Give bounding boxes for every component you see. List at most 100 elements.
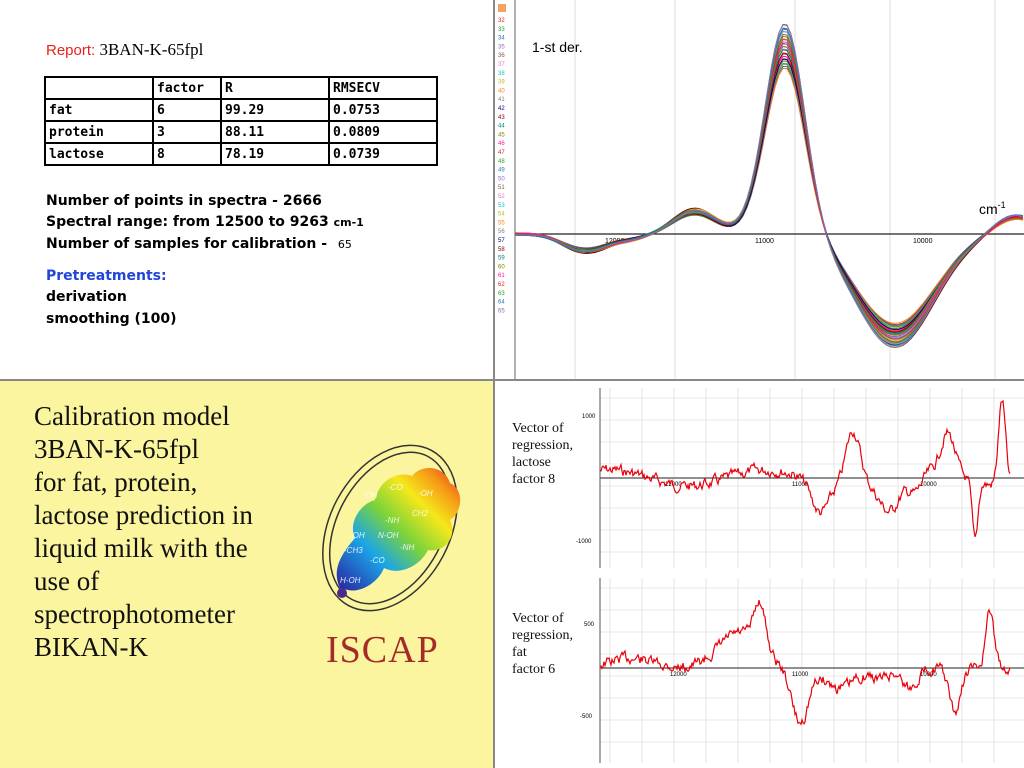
logo-label: -CO xyxy=(370,556,385,565)
legend-entry: 52 xyxy=(498,194,505,200)
legend-entry: 58 xyxy=(498,247,505,253)
samples-info: Number of samples for calibration - 65 xyxy=(46,236,352,252)
range-text: Spectral range: from 12500 to 9263 xyxy=(46,214,329,230)
table-header: R xyxy=(220,76,330,100)
legend-entry: 34 xyxy=(498,36,505,42)
table-cell: 6 xyxy=(152,98,222,122)
logo-label: CH2 xyxy=(412,509,429,518)
report-table: factor R RMSECV fat 6 99.29 0.0753 prote… xyxy=(44,76,438,166)
samples-text: Number of samples for calibration - xyxy=(46,236,328,252)
legend-entry: 62 xyxy=(498,282,505,288)
legend-entry: 61 xyxy=(498,273,505,279)
logo-label: -CO xyxy=(388,483,403,492)
logo-label: -CH xyxy=(363,491,377,500)
table-cell: 8 xyxy=(152,142,222,166)
report-name: 3BAN-K-65fpl xyxy=(99,40,204,59)
table-header-row: factor R RMSECV xyxy=(44,76,438,100)
lactose-regression-chart: 1000 -1000 12000 11000 10000 xyxy=(576,388,1024,568)
label-line: factor 6 xyxy=(512,662,556,677)
label-line: factor 8 xyxy=(512,472,556,487)
model-line: spectrophotometer xyxy=(34,599,235,629)
legend-entry: 54 xyxy=(498,212,505,218)
legend-entry: 33 xyxy=(498,27,505,33)
pretreatments-title: Pretreatments: xyxy=(46,268,167,284)
legend-entry: 47 xyxy=(498,150,505,156)
range-info: Spectral range: from 12500 to 9263 cm-1 xyxy=(46,214,364,230)
logo-label: -OH xyxy=(418,489,433,498)
chart-title: 1-st der. xyxy=(532,39,583,55)
model-line: lactose prediction in xyxy=(34,500,253,530)
legend-entry: 46 xyxy=(498,141,505,147)
spectrum-series-line xyxy=(514,24,1024,349)
legend-entry: 56 xyxy=(498,229,505,235)
table-cell: 0.0739 xyxy=(328,142,438,166)
legend-entry: 60 xyxy=(498,264,505,270)
y-tick-label: -500 xyxy=(580,714,593,720)
legend-entry: 44 xyxy=(498,124,505,130)
points-info: Number of points in spectra - 2666 xyxy=(46,193,322,209)
panel-divider-horizontal xyxy=(0,379,1024,381)
pretreatment-item: derivation xyxy=(46,289,127,305)
legend-entry: 38 xyxy=(498,71,505,77)
y-tick-label: 1000 xyxy=(582,414,596,420)
pretreatment-item: smoothing (100) xyxy=(46,311,177,327)
x-axis-unit: cm xyxy=(979,201,998,217)
legend-entry: 35 xyxy=(498,44,505,50)
legend-entry: 43 xyxy=(498,115,505,121)
model-line: 3BAN-K-65fpl xyxy=(34,434,199,464)
table-row: lactose 8 78.19 0.0739 xyxy=(44,142,438,166)
table-row: protein 3 88.11 0.0809 xyxy=(44,120,438,144)
y-tick-label: -1000 xyxy=(576,539,592,545)
x-axis-unit-sup: -1 xyxy=(998,200,1006,210)
model-description: Calibration model 3BAN-K-65fpl for fat, … xyxy=(34,400,314,664)
legend-entry: 40 xyxy=(498,88,505,94)
table-header: RMSECV xyxy=(328,76,438,100)
table-cell: lactose xyxy=(44,142,154,166)
leaf-shape xyxy=(336,467,461,591)
legend-entry: 48 xyxy=(498,159,505,165)
model-line: liquid milk with the xyxy=(34,533,248,563)
fat-regression-chart: 500 -500 12000 11000 10000 xyxy=(580,578,1024,763)
lactose-label: Vector of regression, lactose factor 8 xyxy=(512,420,573,488)
x-tick-label: 11000 xyxy=(755,238,774,245)
model-line: use of xyxy=(34,566,100,596)
leaf-stem xyxy=(337,588,347,598)
x-tick-label: 10000 xyxy=(913,238,933,245)
legend-entry: 42 xyxy=(498,106,505,112)
label-line: Vector of xyxy=(512,421,564,436)
legend-swatch xyxy=(498,4,506,12)
logo-label: H-OH xyxy=(340,576,361,585)
legend-entry: 50 xyxy=(498,176,505,182)
legend-entry: 45 xyxy=(498,132,505,138)
x-tick-label: 11000 xyxy=(792,672,809,678)
table-cell: 0.0753 xyxy=(328,98,438,122)
model-line: BIKAN-K xyxy=(34,632,148,662)
model-line: Calibration model xyxy=(34,401,230,431)
table-cell: 0.0809 xyxy=(328,120,438,144)
spectra-chart: 12000 11000 10000 323334353637383940414243… xyxy=(495,0,1024,380)
legend-entry: 41 xyxy=(498,97,505,103)
legend-entry: 63 xyxy=(498,291,505,297)
panel-divider-vertical xyxy=(493,0,495,768)
regression-series-line xyxy=(599,599,1011,726)
logo-ring-inner xyxy=(328,451,452,605)
iscap-logo-text: ISCAP xyxy=(326,629,439,671)
fat-label: Vector of regression, fat factor 6 xyxy=(512,610,573,678)
spectrum-series-line xyxy=(514,63,1024,327)
label-line: Vector of xyxy=(512,611,564,626)
label-line: lactose xyxy=(512,455,551,470)
report-panel xyxy=(0,0,494,380)
label-line: regression, xyxy=(512,438,574,453)
legend-entry: 49 xyxy=(498,168,505,174)
logo-label: N-OH xyxy=(378,531,399,540)
iscap-logo: -CH -CO -OH -OH -NH -CH3 -NH -CO H-OH N-… xyxy=(322,444,461,612)
report-title: Report: 3BAN-K-65fpl xyxy=(46,40,203,60)
range-unit: cm-1 xyxy=(333,216,364,229)
logo-label: -NH xyxy=(400,543,414,552)
model-line: for fat, protein, xyxy=(34,467,198,497)
legend-entry: 39 xyxy=(498,80,505,86)
legend-entry: 32 xyxy=(498,18,505,24)
y-tick-label: 500 xyxy=(584,622,595,628)
logo-label: -OH xyxy=(350,531,365,540)
logo-ring-outer xyxy=(322,444,458,612)
